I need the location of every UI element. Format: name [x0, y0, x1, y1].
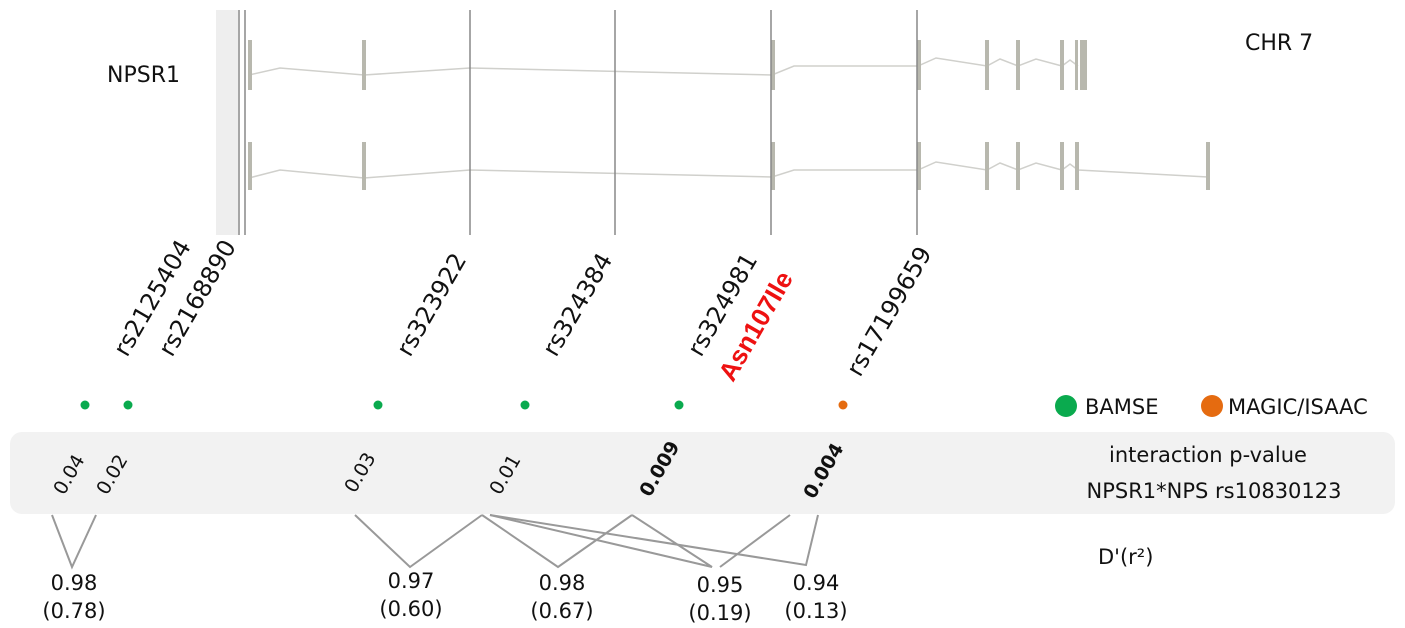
legend-label-magic-isaac: MAGIC/ISAAC: [1228, 395, 1368, 419]
ld-connectors: [51, 514, 819, 570]
snp-label-rs17199659: rs17199659: [841, 242, 938, 381]
ld-dprime-5: 0.94: [793, 571, 840, 595]
transcript-1: [248, 40, 1087, 90]
legend-label-bamse: BAMSE: [1085, 395, 1159, 419]
cohort-dot-rs2125404: [80, 400, 90, 410]
legend-swatch-bamse: [1055, 395, 1077, 417]
cohort-dot-rs323922: [373, 400, 383, 410]
ld-dprime-4: 0.95: [697, 573, 744, 597]
ld-connector-2: [354, 514, 483, 569]
ld-dprime-1: 0.98: [51, 571, 98, 595]
ld-values: 0.98 (0.78) 0.97 (0.60) 0.98 (0.67) 0.95…: [42, 569, 847, 625]
ld-r2-5: (0.13): [784, 599, 847, 623]
ld-connector-3: [481, 514, 633, 569]
ld-r2-1: (0.78): [42, 599, 105, 623]
legend: BAMSE MAGIC/ISAAC: [1055, 395, 1368, 419]
ld-connector-5b: [489, 514, 819, 567]
cohort-dot-rs324384: [520, 400, 530, 410]
cohort-dot-rs17199659: [838, 400, 848, 410]
gene-name: NPSR1: [107, 63, 180, 88]
legend-swatch-magic-isaac: [1201, 395, 1223, 417]
ld-dprime-2: 0.97: [388, 569, 435, 593]
ld-dprime-3: 0.98: [539, 571, 586, 595]
interaction-panel: [10, 432, 1395, 514]
ld-r2-2: (0.60): [379, 597, 442, 621]
chromosome-label: CHR 7: [1245, 31, 1313, 56]
snp-label-rs324384: rs324384: [537, 248, 618, 361]
transcript-2: [248, 142, 1210, 190]
ld-r2-3: (0.67): [530, 599, 593, 623]
ld-connector-5a: [719, 514, 791, 568]
ld-connector-4: [489, 514, 713, 568]
snp-label-rs323922: rs323922: [391, 248, 472, 361]
interaction-panel-subtitle: NPSR1*NPS rs10830123: [1087, 479, 1342, 503]
snp-labels: rs2125404 rs2168890 rs323922 rs324384 rs…: [108, 235, 938, 386]
ld-r2-4: (0.19): [688, 601, 751, 625]
cohort-dot-rs324981: [674, 400, 684, 410]
ld-axis-label: D'(r²): [1098, 545, 1153, 569]
cohort-dot-rs2168890: [123, 400, 133, 410]
gene-track-start-shade: [216, 10, 238, 235]
snp-position-lines: [238, 10, 918, 235]
interaction-panel-title: interaction p-value: [1109, 443, 1307, 467]
ld-connector-1: [51, 514, 97, 570]
cohort-dots: [80, 400, 848, 410]
